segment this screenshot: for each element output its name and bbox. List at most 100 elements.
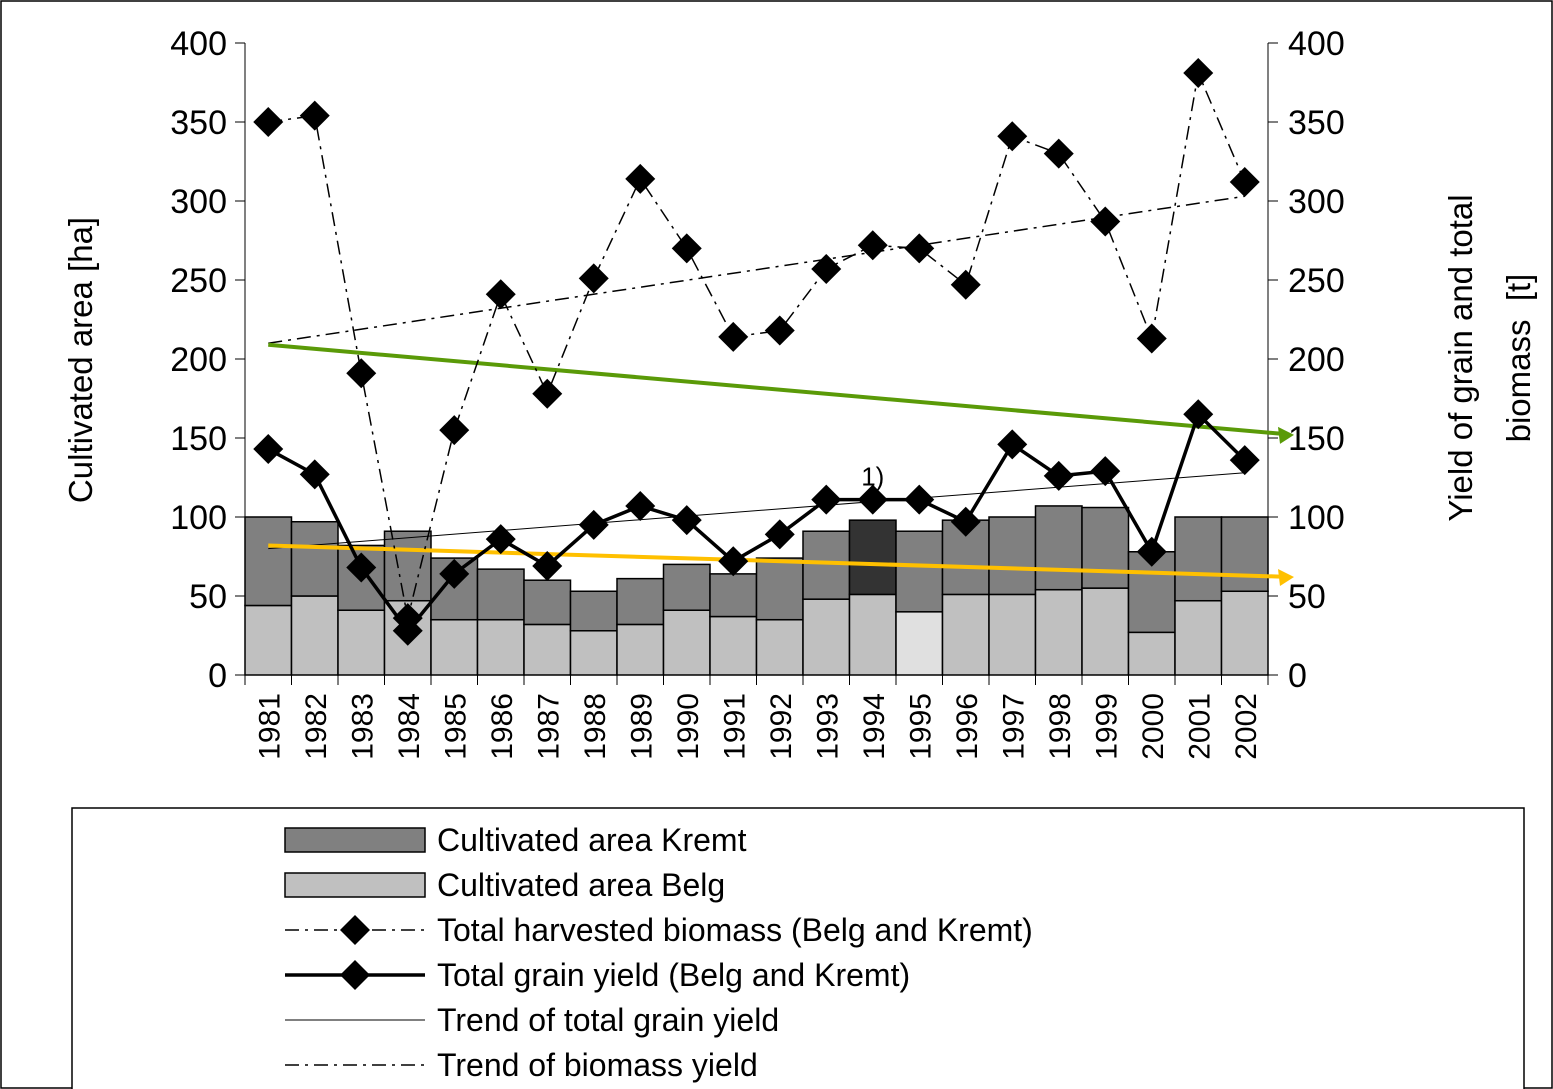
bar [337,609,386,676]
x-tick-label: 1989 [625,693,658,760]
marker [532,550,563,581]
y-tick-label: 300 [170,183,227,221]
bar [616,623,665,676]
marker [1090,456,1121,487]
x-tick-label: 1988 [579,693,612,760]
trend-line [268,195,1245,344]
bar [430,557,479,621]
x-tick-label: 2002 [1230,693,1263,760]
bar [290,595,339,676]
marker [718,321,749,352]
x-tick-label: 1991 [718,693,751,760]
marker [904,484,935,515]
x-tick-label: 1995 [904,693,937,760]
marker [1183,399,1214,430]
marker [857,484,888,515]
marker [950,506,981,537]
bar [802,530,851,600]
arrow-head [1278,426,1294,444]
marker [439,415,470,446]
arrow-head [1278,569,1294,587]
y2-tick-label: 0 [1288,657,1307,695]
y-tick-label: 50 [189,578,227,616]
y2-tick-label: 350 [1288,104,1345,142]
y-tick-label: 400 [170,25,227,63]
marker [1043,460,1074,491]
bar [755,618,804,676]
bar [1081,506,1130,589]
x-tick-label: 1983 [346,693,379,760]
marker [532,378,563,409]
bar [290,520,339,597]
marker [997,121,1028,152]
marker [1229,167,1260,198]
marker [811,484,842,515]
marker [764,519,795,550]
marker [1229,445,1260,476]
marker [299,459,330,490]
marker [346,358,377,389]
marker [625,490,656,521]
y2-axis-label: Yield of grain and total [1442,194,1479,521]
bar [895,611,944,676]
trend-arrow [268,543,1281,579]
marker [346,552,377,583]
legend-marker [340,960,370,990]
bar [662,563,711,611]
y-tick-label: 150 [170,420,227,458]
marker [997,429,1028,460]
bar [755,557,804,621]
marker [671,233,702,264]
trend-line [268,472,1245,550]
marker [1183,58,1214,89]
bar [709,615,758,676]
legend-label: Cultivated area Kremt [437,822,747,858]
bar [988,516,1037,596]
bar [569,590,618,632]
bar [1034,588,1083,676]
bar [244,516,293,607]
legend-marker [340,915,370,945]
bar [1034,505,1083,591]
marker [253,434,284,465]
bar [848,519,897,596]
legend-swatch [284,827,426,853]
y-tick-label: 100 [170,499,227,537]
marker [578,509,609,540]
x-tick-label: 1999 [1090,693,1123,760]
marker [578,263,609,294]
y2-tick-label: 300 [1288,183,1345,221]
legend-label: Cultivated area Belg [437,867,725,903]
bar [848,593,897,676]
marker [1043,138,1074,169]
marker [764,315,795,346]
x-tick-label: 1990 [672,693,705,760]
x-tick-label: 1986 [486,693,519,760]
bar [616,577,665,626]
marker [1090,206,1121,237]
marker [485,524,516,555]
legend-label: Trend of total grain yield [437,1002,779,1038]
x-tick-label: 1982 [300,693,333,760]
y2-tick-label: 150 [1288,420,1345,458]
legend-label: Total harvested biomass (Belg and Kremt) [437,912,1033,948]
y-axis-label: Cultivated area [ha] [62,217,99,503]
x-tick-label: 2000 [1137,693,1170,760]
x-tick-label: 1981 [253,693,286,760]
x-tick-label: 1985 [439,693,472,760]
marker [950,269,981,300]
legend-swatch [284,872,426,898]
bar [383,530,432,602]
bar [1220,516,1269,593]
line [267,411,1246,634]
bar [1220,590,1269,676]
marker [811,253,842,284]
bar [941,593,990,676]
x-tick-label: 1992 [765,693,798,760]
marker [299,100,330,131]
y2-tick-label: 400 [1288,25,1345,63]
y2-axis-label: biomass [t] [1500,274,1537,443]
y2-tick-label: 100 [1288,499,1345,537]
marker [718,546,749,577]
